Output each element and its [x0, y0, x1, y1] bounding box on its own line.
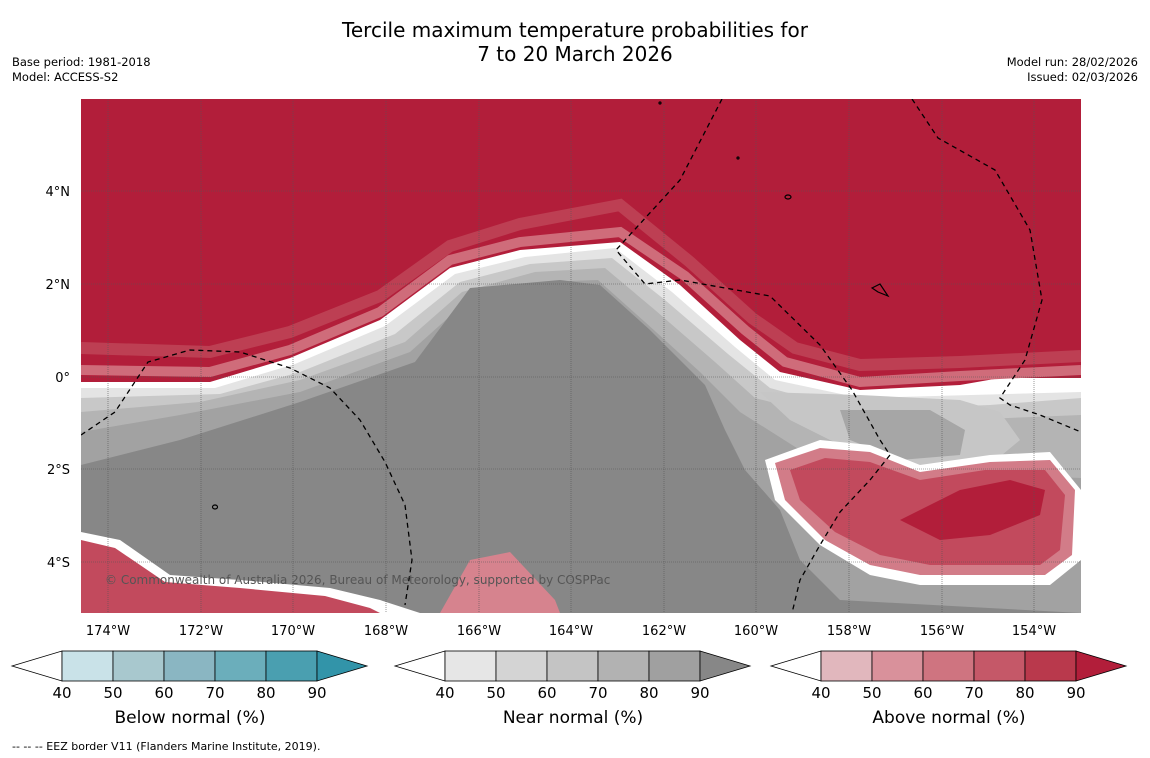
lon-tick-label: 174°W — [86, 624, 130, 639]
islands — [211, 101, 890, 510]
colorbar-tick-label: 60 — [154, 684, 173, 702]
colorbars: 40 50 60 70 80 90 40 50 60 70 80 90 40 50 60 70 80 90 — [10, 650, 1128, 702]
base-period: Base period: 1981-2018 — [12, 55, 151, 69]
lon-tick-label: 170°W — [271, 624, 315, 639]
colorbar-segment — [648, 650, 701, 682]
colorbar-segment — [820, 650, 873, 682]
colorbar-tick-label: 60 — [913, 684, 932, 702]
title-line-1: Tercile maximum temperature probabilitie… — [342, 18, 808, 42]
colorbar-tick-label: 70 — [205, 684, 224, 702]
lon-tick-label: 162°W — [642, 624, 686, 639]
colorbar-max-arrow — [699, 650, 752, 682]
colorbar-segment — [922, 650, 975, 682]
copyright-text: © Commonwealth of Australia 2026, Bureau… — [105, 573, 610, 587]
colorbar-segment — [444, 650, 497, 682]
probability-map: © Commonwealth of Australia 2026, Bureau… — [46, 99, 1081, 639]
lat-tick-label: 2°S — [47, 463, 70, 478]
model-name: Model: ACCESS-S2 — [12, 70, 119, 84]
colorbar-segment — [1024, 650, 1077, 682]
colorbar-segment — [265, 650, 318, 682]
lon-tick-label: 172°W — [179, 624, 223, 639]
colorbar-tick-label: 90 — [690, 684, 709, 702]
eez-border — [81, 99, 1081, 613]
region-above-se-90 — [900, 480, 1045, 540]
lat-tick-label: 2°N — [46, 278, 71, 293]
lon-tick-label: 168°W — [364, 624, 408, 639]
lon-tick-label: 154°W — [1012, 624, 1056, 639]
lon-tick-label: 156°W — [920, 624, 964, 639]
colorbar-tick-label: 40 — [811, 684, 830, 702]
colorbar-segment — [163, 650, 216, 682]
colorbar-tick-label: 90 — [1066, 684, 1085, 702]
colorbar-label-near: Near normal (%) — [502, 708, 644, 728]
colorbar-tick-label: 80 — [1015, 684, 1034, 702]
issued-date: Issued: 02/03/2026 — [1027, 70, 1138, 84]
lat-tick-label: 4°N — [46, 185, 71, 200]
region-above-band-80 — [81, 198, 1081, 372]
region-near-90 — [81, 280, 1081, 613]
colorbar-tick-label: 80 — [256, 684, 275, 702]
model-run: Model run: 28/02/2026 — [1006, 55, 1138, 69]
eez-footnote: -- -- -- EEZ border V11 (Flanders Marine… — [12, 740, 321, 753]
lat-tick-label: 0° — [55, 371, 70, 386]
colorbar-2: 40 50 60 70 80 90 — [769, 650, 1128, 702]
colorbar-segment — [214, 650, 267, 682]
colorbar-tick-label: 40 — [52, 684, 71, 702]
lon-tick-label: 158°W — [827, 624, 871, 639]
colorbar-max-arrow — [1075, 650, 1128, 682]
colorbar-tick-label: 70 — [588, 684, 607, 702]
colorbar-tick-label: 50 — [103, 684, 122, 702]
lon-tick-label: 164°W — [549, 624, 593, 639]
colorbar-segment — [495, 650, 548, 682]
region-above-sw-light — [440, 552, 560, 613]
colorbar-segment — [597, 650, 650, 682]
colorbar-label-above: Above normal (%) — [872, 708, 1026, 728]
colorbar-tick-label: 50 — [486, 684, 505, 702]
region-above-sw — [81, 540, 380, 613]
colorbar-segment — [973, 650, 1026, 682]
longitude-ticks: 174°W 172°W 170°W 168°W 166°W 164°W 162°W 160°W… — [86, 624, 1056, 639]
grid-lines — [81, 99, 1081, 613]
colorbar-label-below: Below normal (%) — [114, 708, 266, 728]
lon-tick-label: 160°W — [734, 624, 778, 639]
colorbar-tick-label: 60 — [537, 684, 556, 702]
colorbar-0: 40 50 60 70 80 90 — [10, 650, 369, 702]
colorbar-segment — [112, 650, 165, 682]
colorbar-1: 40 50 60 70 80 90 — [393, 650, 752, 702]
colorbar-tick-label: 40 — [435, 684, 454, 702]
region-above-band-60 — [81, 226, 1081, 388]
colorbar-min-arrow — [769, 650, 822, 682]
latitude-ticks: 4°N 2°N 0° 2°S 4°S — [46, 185, 71, 571]
colorbar-tick-label: 90 — [307, 684, 326, 702]
lat-tick-label: 4°S — [47, 556, 70, 571]
meta-right: Model run: 28/02/2026 Issued: 02/03/2026 — [1007, 55, 1138, 85]
colorbar-segment — [546, 650, 599, 682]
colorbar-tick-label: 50 — [862, 684, 881, 702]
colorbar-min-arrow — [393, 650, 446, 682]
lon-tick-label: 166°W — [457, 624, 501, 639]
title-line-2: 7 to 20 March 2026 — [477, 42, 673, 66]
colorbar-tick-label: 80 — [639, 684, 658, 702]
colorbar-segment — [61, 650, 114, 682]
colorbar-min-arrow — [10, 650, 63, 682]
colorbar-tick-label: 70 — [964, 684, 983, 702]
meta-left: Base period: 1981-2018 Model: ACCESS-S2 — [12, 55, 151, 85]
colorbar-segment — [871, 650, 924, 682]
chart-title: Tercile maximum temperature probabilitie… — [0, 18, 1150, 66]
colorbar-max-arrow — [316, 650, 369, 682]
